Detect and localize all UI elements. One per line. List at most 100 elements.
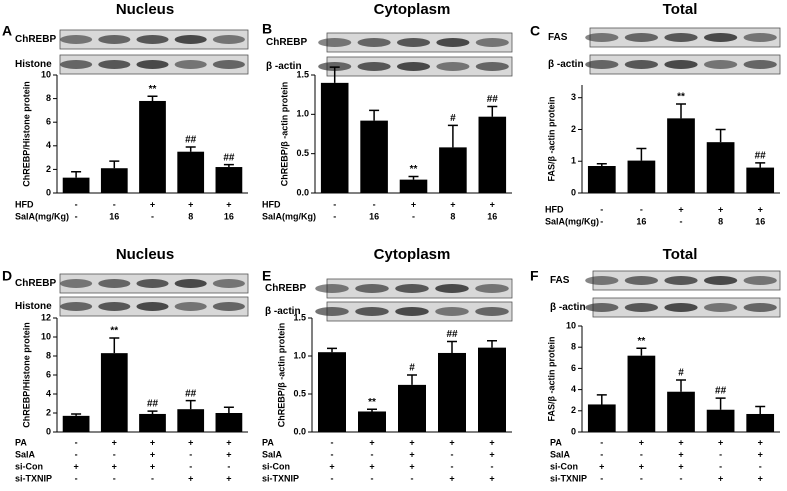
blot-band	[703, 303, 738, 312]
blot-label: ChREBP	[265, 283, 306, 294]
significance-label: #	[450, 113, 456, 124]
y-tick-label: 0.0	[296, 187, 309, 197]
condition-label: si-TXNIP	[550, 473, 587, 483]
error-bar	[329, 66, 340, 83]
significance-label: #	[409, 363, 415, 374]
blot-band	[395, 307, 429, 316]
error-bar	[755, 405, 766, 414]
error-bar	[596, 394, 607, 405]
y-tick-label: 10	[566, 320, 576, 330]
condition-value: +	[409, 461, 414, 471]
condition-value: -	[680, 473, 683, 483]
blot-band	[396, 62, 431, 71]
y-axis-label: ChREBP/β -actin protein	[279, 82, 289, 187]
blot-band	[743, 303, 777, 312]
condition-label: SalA	[262, 449, 283, 459]
y-tick-label: 6	[46, 117, 51, 127]
bar	[139, 100, 166, 193]
blot-band	[475, 307, 509, 316]
condition-value: -	[600, 437, 603, 447]
condition-value: -	[189, 449, 192, 459]
blot-band	[355, 307, 389, 316]
significance-label: ##	[223, 152, 235, 163]
condition-value: +	[489, 473, 494, 483]
condition-value: 16	[755, 216, 765, 226]
error-bar	[147, 95, 158, 101]
condition-value: +	[188, 473, 193, 483]
error-bar	[369, 109, 380, 121]
blot-band	[435, 307, 469, 316]
bar	[360, 120, 388, 193]
blot-band	[315, 284, 349, 293]
condition-value: -	[412, 211, 415, 221]
condition-value: +	[490, 199, 495, 209]
condition-value: 8	[450, 211, 455, 221]
condition-value: +	[112, 437, 117, 447]
bar	[100, 168, 128, 193]
bar	[587, 404, 616, 432]
significance-label: ##	[185, 388, 197, 399]
blot-band	[60, 279, 93, 288]
condition-label: si-Con	[15, 461, 43, 471]
condition-value: -	[75, 199, 78, 209]
condition-value: +	[150, 199, 155, 209]
condition-value: +	[599, 461, 604, 471]
condition-value: +	[718, 204, 723, 214]
y-tick-label: 0.5	[296, 148, 309, 158]
blot-band	[318, 38, 352, 47]
y-tick-label: 1.0	[296, 109, 309, 119]
bar	[358, 411, 386, 432]
error-bar	[447, 340, 457, 353]
blot-band	[212, 279, 245, 288]
error-bar	[408, 175, 419, 180]
bar	[627, 355, 656, 432]
y-tick-label: 0	[46, 187, 51, 197]
condition-value: +	[639, 437, 644, 447]
bar	[478, 347, 506, 432]
panel-title: Total	[663, 246, 698, 263]
y-axis-label: ChREBP/β -actin protein	[276, 323, 286, 428]
error-bar	[223, 163, 234, 168]
blot-band	[60, 60, 93, 69]
significance-label: ##	[446, 329, 458, 340]
significance-label: ##	[487, 94, 499, 105]
condition-value: 8	[718, 216, 723, 226]
blot-band	[355, 284, 389, 293]
significance-label: ##	[715, 386, 727, 397]
y-tick-label: 2	[46, 407, 51, 417]
blot-label: β -actin	[266, 61, 302, 72]
condition-value: -	[227, 461, 230, 471]
y-tick-label: 10	[41, 69, 51, 79]
error-bar	[487, 340, 497, 348]
panel-title: Cytoplasm	[374, 246, 451, 263]
condition-label: SalA(mg/Kg)	[262, 211, 316, 221]
blot-band	[624, 33, 659, 42]
bar	[746, 413, 775, 432]
bar	[398, 384, 426, 432]
y-tick-label: 8	[46, 93, 51, 103]
y-tick-label: 1.5	[293, 312, 306, 322]
blot-band	[435, 284, 469, 293]
condition-value: -	[600, 216, 603, 226]
blot-band	[624, 60, 659, 69]
error-bar	[147, 410, 158, 414]
significance-label: ##	[147, 399, 159, 410]
panel-letter: D	[2, 268, 12, 284]
significance-label: #	[678, 368, 684, 379]
error-bar	[636, 347, 647, 356]
condition-label: HFD	[262, 199, 281, 209]
blot-band	[395, 284, 429, 293]
blot-label: Histone	[15, 59, 52, 70]
condition-value: -	[373, 199, 376, 209]
condition-value: +	[150, 437, 155, 447]
condition-value: +	[489, 437, 494, 447]
blot-band	[585, 33, 619, 42]
condition-value: 16	[636, 216, 646, 226]
condition-label: PA	[550, 437, 562, 447]
panel-letter: C	[530, 23, 540, 39]
error-bar	[447, 124, 458, 148]
error-bar	[367, 408, 377, 412]
condition-value: -	[333, 211, 336, 221]
condition-value: -	[719, 461, 722, 471]
panel-letter: E	[262, 268, 271, 284]
